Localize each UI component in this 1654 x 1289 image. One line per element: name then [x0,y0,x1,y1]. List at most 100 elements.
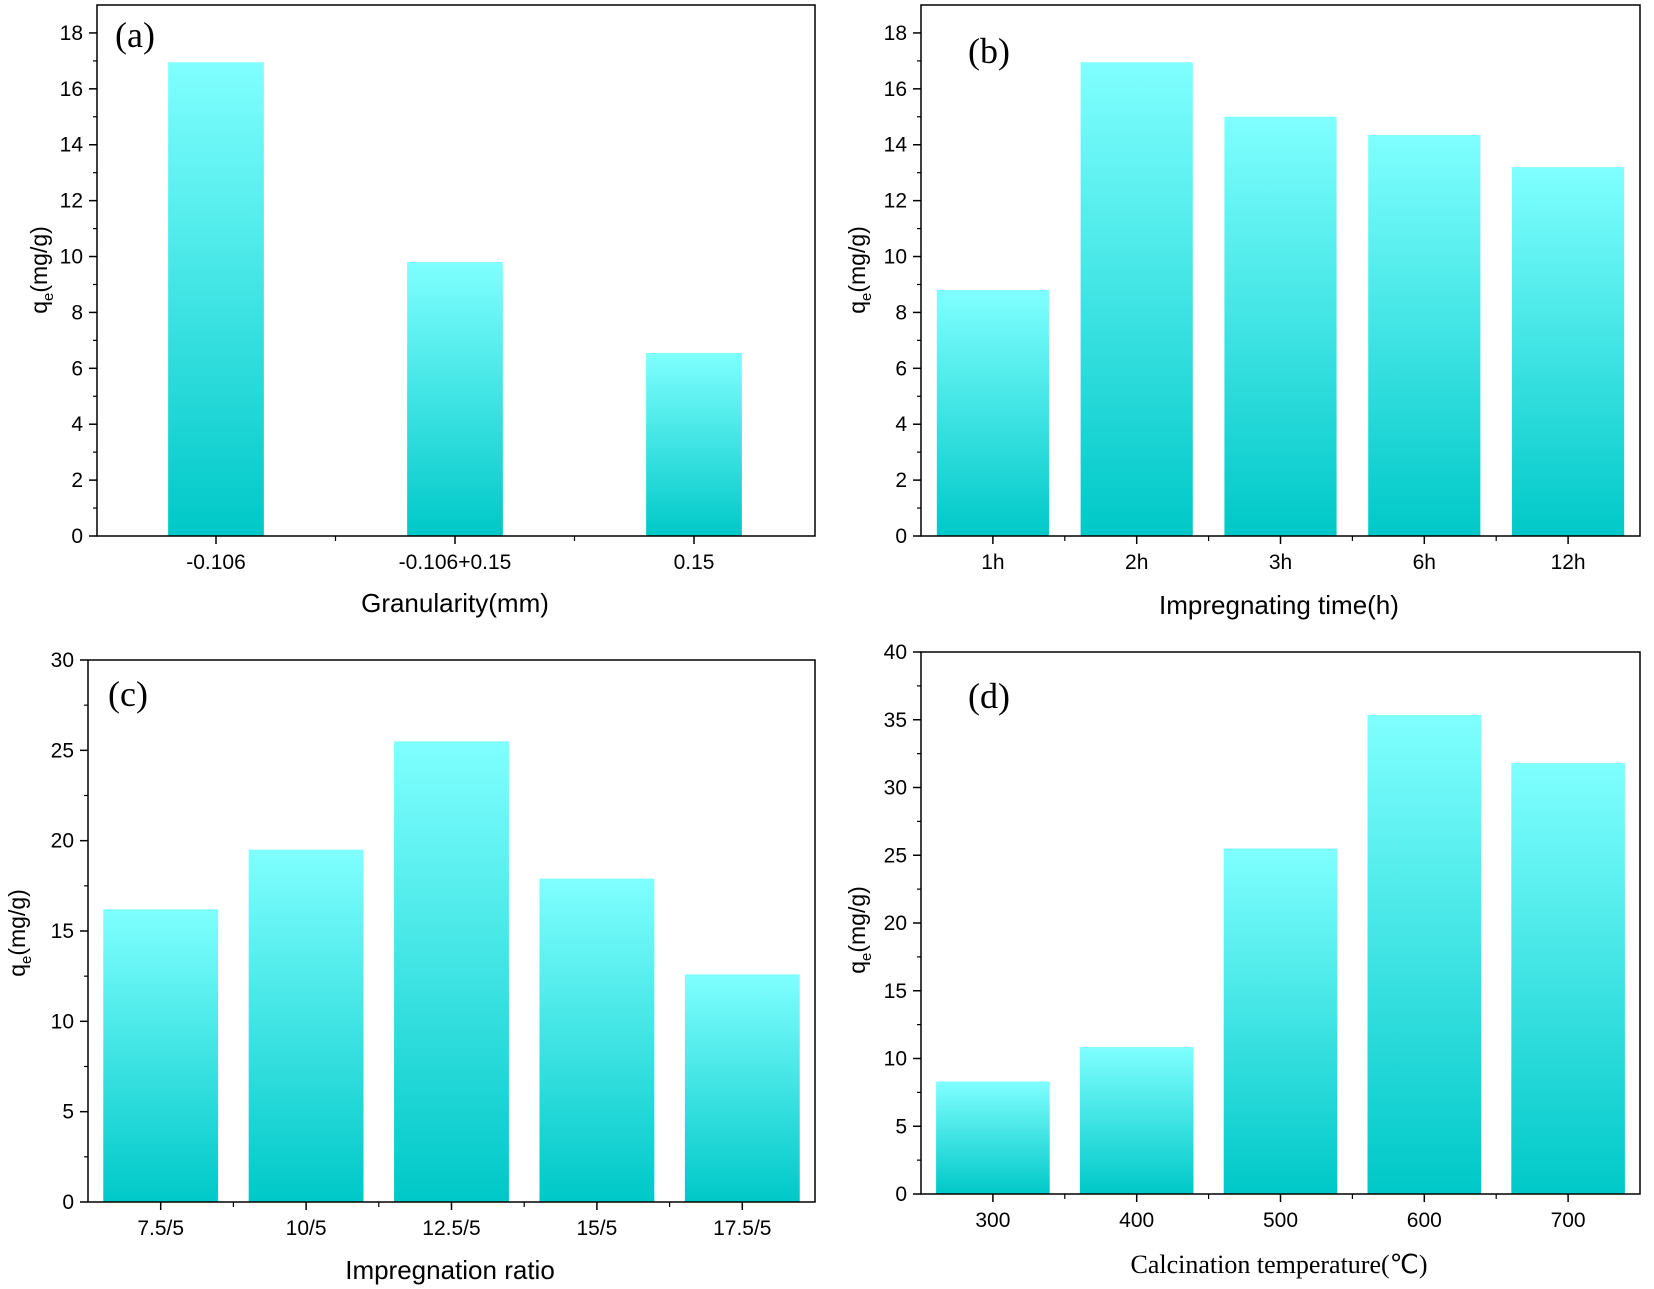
bars [936,62,1625,537]
x-axis-title: Impregnating time(h) [1159,590,1399,620]
x-tick-label: 2h [1125,551,1148,574]
y-axis-title-sub: e [858,293,875,301]
y-tick-label: 10 [51,1010,74,1033]
chart-panel-d: 300 400 500 600 700 0 5 10 15 20 25 30 35 40 (d) Calc… [844,641,1641,1279]
panel-label: (d) [968,676,1010,716]
y-axis-title-sub: e [858,953,875,961]
y-tick-label: 12 [60,190,83,213]
y-tick-label: 6 [71,357,83,380]
bar-0 [168,62,264,536]
x-tick-label: 500 [1263,1209,1298,1232]
y-tick-label: 16 [60,78,83,101]
bar-4 [684,974,800,1202]
y-tick-label: 35 [884,709,907,732]
x-tick-label: 12.5/5 [422,1217,480,1240]
y-tick-label: 10 [60,246,83,269]
y-axis-title: qe(mg/g) [844,886,875,974]
y-tick-label: 18 [884,22,907,45]
y-axis-title-base: q [844,961,870,974]
y-axis-title-base: q [26,301,52,314]
chart-panel-a: -0.106 -0.106+0.15 0.15 0 2 4 6 8 10 12 14 16 18 (a)… [26,4,816,618]
y-axis-title-base: q [844,301,870,314]
bar-1 [1079,1046,1194,1194]
bars [936,715,1625,1194]
x-tick-label: 1h [981,551,1004,574]
y-tick-label: 5 [895,1115,907,1138]
x-tick-label: 7.5/5 [137,1217,184,1240]
bar-0 [936,290,1049,536]
bar-4 [1511,763,1625,1194]
panel-label: (c) [108,674,148,714]
x-tick-label: 17.5/5 [713,1217,771,1240]
axis-ticks: 300 400 500 600 700 0 5 10 15 20 25 30 35 40 [884,641,1586,1232]
bar-3 [539,878,655,1202]
y-tick-label: 5 [62,1101,74,1124]
x-axis-title: Granularity(mm) [361,588,549,618]
y-tick-label: 14 [884,134,908,157]
y-tick-label: 16 [884,78,907,101]
x-tick-label: 6h [1413,551,1436,574]
bar-0 [103,909,219,1202]
x-tick-label: 15/5 [576,1217,617,1240]
y-axis-title-sub: e [18,956,35,964]
y-tick-label: 2 [71,469,83,492]
x-tick-label: 12h [1551,551,1586,574]
bar-2 [646,352,742,536]
y-tick-label: 18 [60,22,83,45]
y-tick-label: 0 [895,1183,907,1206]
y-tick-label: 6 [895,357,907,380]
x-tick-label: -0.106+0.15 [399,551,512,574]
y-axis-title-sub: e [40,293,57,301]
x-tick-label: 0.15 [674,551,715,574]
y-axis-title-unit: (mg/g) [844,226,870,292]
bar-2 [1224,116,1337,536]
y-axis-title-unit: (mg/g) [844,886,870,952]
y-tick-label: 8 [71,301,83,324]
x-tick-label: 700 [1551,1209,1586,1232]
y-tick-label: 0 [895,525,907,548]
bar-2 [1223,848,1338,1194]
y-tick-label: 4 [895,413,907,436]
y-axis-title: qe(mg/g) [844,226,875,314]
bars [168,62,742,536]
x-axis-title: Impregnation ratio [345,1255,555,1285]
bar-2 [394,741,509,1202]
y-tick-label: 25 [51,739,74,762]
y-tick-label: 4 [71,413,83,436]
y-tick-label: 20 [884,912,907,935]
y-tick-label: 2 [895,469,907,492]
y-axis-title-unit: (mg/g) [4,889,30,955]
x-tick-label: -0.106 [186,551,246,574]
chart-panel-b: 1h 2h 3h 6h 12h 0 2 4 6 8 10 12 14 16 18 (b) Impregnat… [844,4,1641,620]
y-tick-label: 15 [884,980,907,1003]
y-tick-label: 0 [71,525,83,548]
y-tick-label: 0 [62,1191,74,1214]
x-tick-label: 10/5 [286,1217,327,1240]
y-axis-title-base: q [4,964,30,977]
y-tick-label: 20 [51,830,74,853]
y-tick-label: 8 [895,301,907,324]
x-axis-title: Calcination temperature(℃) [1130,1250,1427,1279]
y-tick-label: 10 [884,1048,907,1071]
bars [103,741,800,1202]
bar-1 [248,849,364,1202]
y-tick-label: 40 [884,641,907,664]
y-tick-label: 30 [884,777,907,800]
y-tick-label: 15 [51,920,74,943]
plot-frame [96,4,816,537]
y-tick-label: 12 [884,190,907,213]
x-tick-label: 400 [1119,1209,1154,1232]
bar-3 [1367,715,1482,1194]
axis-ticks: 7.5/5 10/5 12.5/5 15/5 17.5/5 0 5 10 15 20 25 30 [51,649,772,1240]
panel-label: (a) [115,15,155,55]
y-tick-label: 25 [884,844,907,867]
axis-ticks: -0.106 -0.106+0.15 0.15 0 2 4 6 8 10 12 14 16 18 [60,22,715,574]
x-tick-label: 3h [1269,551,1292,574]
bar-3 [1368,134,1481,536]
bar-1 [407,262,503,536]
x-tick-label: 300 [975,1209,1010,1232]
bar-0 [936,1081,1050,1194]
y-tick-label: 10 [884,246,907,269]
y-axis-title: qe(mg/g) [26,226,57,314]
